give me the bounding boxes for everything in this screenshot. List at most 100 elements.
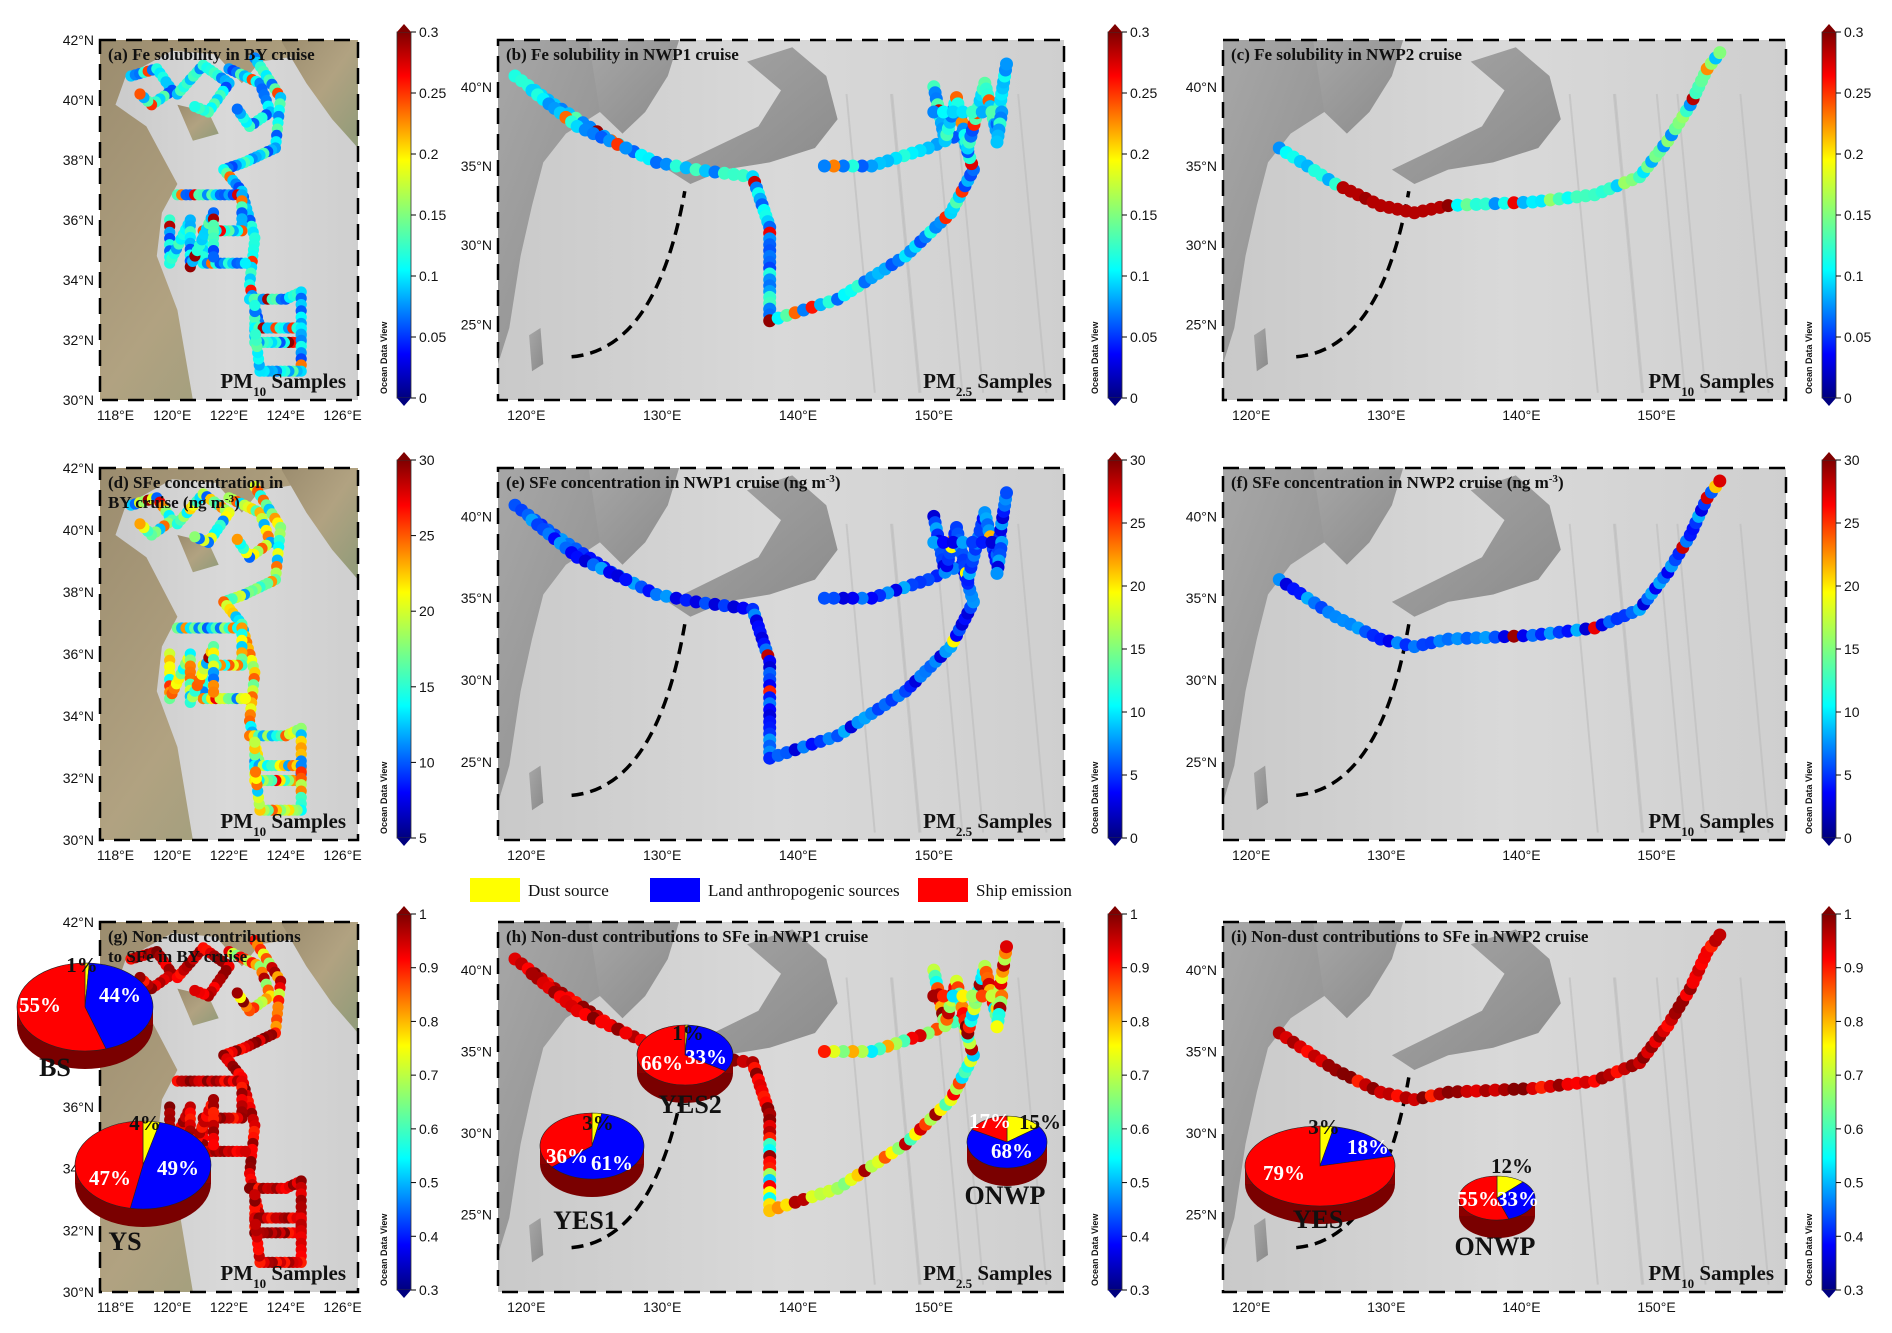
longitude-tick-label: 150°E: [915, 847, 953, 863]
sample-point: [865, 159, 879, 173]
colorbar-tick-label: 0.3: [1844, 1282, 1864, 1298]
pie-percent-label: 61%: [591, 1151, 633, 1175]
colorbar-top-arrow: [397, 906, 411, 914]
colorbar-tick-label: 10: [419, 754, 435, 770]
colorbar: [1821, 913, 1837, 1291]
latitude-tick-label: 40°N: [461, 79, 492, 95]
sample-type-label: PM10 Samples: [220, 369, 346, 399]
pie-slice-ship: [1244, 1125, 1396, 1207]
colorbar-tick-label: 20: [1844, 578, 1860, 594]
ocean-ridge: [845, 523, 876, 833]
panel-c: (c) Fe solubility in NWP2 cruise PM10 Sam…: [1186, 24, 1871, 423]
sample-point: [1498, 196, 1511, 210]
sample-point: [699, 164, 712, 178]
sample-point: [946, 535, 960, 549]
pm-subscript: 10: [253, 1276, 266, 1291]
japan-islands: [1391, 475, 1561, 617]
sample-type-label: PM10 Samples: [220, 1261, 346, 1291]
longitude-tick-label: 118°E: [97, 847, 134, 863]
colorbar-bottom-arrow: [1822, 838, 1836, 846]
sample-point: [1460, 631, 1474, 645]
colorbar-tick-label: 0.2: [419, 146, 439, 162]
ocean-ridge: [1614, 93, 1645, 393]
title-superscript: -3: [225, 493, 235, 505]
sample-point: [1713, 928, 1727, 942]
colorbar-tick-label: 15: [1130, 641, 1146, 657]
latitude-tick-label: 30°N: [461, 1125, 492, 1141]
sample-point: [865, 591, 879, 605]
sample-point: [855, 1045, 869, 1058]
ocean-ridge: [1614, 523, 1645, 833]
sample-point: [855, 159, 869, 173]
sample-point: [836, 1045, 850, 1058]
ocean-ridge: [1017, 523, 1048, 833]
legend-label: Ship emission: [976, 881, 1072, 900]
latitude-tick-label: 30°N: [1186, 1125, 1217, 1141]
colorbar-tick-label: 30: [419, 452, 435, 468]
longitude-tick-label: 120°E: [507, 1299, 545, 1315]
colorbar-tick-label: 0.7: [1844, 1067, 1864, 1083]
colorbar: [1107, 31, 1123, 399]
sample-point: [207, 686, 220, 698]
korean-peninsula: [588, 40, 680, 134]
map-frame: [496, 38, 1066, 402]
sample-point: [1000, 57, 1013, 71]
latitude-tick-label: 25°N: [1186, 316, 1217, 332]
longitude-tick-label: 124°E: [267, 847, 305, 863]
sample-point: [1713, 474, 1727, 488]
longitude-tick-label: 130°E: [643, 847, 681, 863]
pie-percent-label: 33%: [685, 1045, 727, 1069]
colorbar-tick-label: 0.1: [1844, 268, 1864, 284]
sample-point: [846, 1045, 860, 1058]
sample-point: [659, 157, 673, 171]
colorbar-tick-label: 0.05: [1130, 329, 1157, 345]
pie-percent-label: 1%: [66, 953, 98, 977]
map-frame: [98, 38, 360, 402]
sample-point: [946, 105, 960, 119]
latitude-tick-label: 30°N: [1186, 237, 1217, 253]
colorbar-tick-label: 0.15: [419, 207, 446, 223]
latitude-tick-label: 40°N: [63, 92, 94, 108]
sample-type-label: PM10 Samples: [1648, 1261, 1774, 1291]
pie-slice-land: [1496, 1181, 1536, 1220]
sample-point: [1516, 1082, 1530, 1096]
pie-slice-ship: [1458, 1175, 1510, 1221]
longitude-tick-label: 118°E: [97, 407, 134, 423]
colorbar-tick-label: 0: [1844, 830, 1852, 846]
latitude-tick-label: 38°N: [63, 584, 94, 600]
sample-point: [1451, 198, 1465, 212]
pie-slice-ship: [971, 1115, 1008, 1143]
sample-point: [207, 1139, 220, 1151]
sample-point: [827, 159, 841, 173]
map-frame: [98, 466, 360, 842]
pie-percent-label: 44%: [99, 983, 141, 1007]
sample-point: [1441, 632, 1455, 646]
colorbar-tick-label: 5: [419, 830, 427, 846]
longitude-tick-label: 130°E: [643, 1299, 681, 1315]
longitude-tick-label: 140°E: [1502, 1299, 1540, 1315]
sample-point: [956, 989, 970, 1003]
sample-point: [1469, 1084, 1483, 1098]
pie-percent-label: 33%: [1497, 1187, 1539, 1211]
pie-percent-label: 1%: [672, 1021, 704, 1045]
latitude-tick-label: 34°N: [63, 708, 94, 724]
ocean-ridge: [1612, 523, 1643, 833]
longitude-tick-label: 122°E: [210, 1299, 248, 1315]
latitude-tick-label: 35°N: [461, 590, 492, 606]
latitude-tick-label: 30°N: [461, 672, 492, 688]
colorbar: [396, 459, 412, 839]
latitude-tick-label: 35°N: [461, 158, 492, 174]
ocean-ridge: [1614, 977, 1645, 1285]
longitude-tick-label: 130°E: [1367, 847, 1405, 863]
sample-point: [817, 591, 831, 605]
ocean-ridge: [1568, 977, 1599, 1285]
taiwan-island: [1254, 1218, 1268, 1263]
colorbar-tick-label: 0.9: [419, 960, 439, 976]
sample-point: [956, 535, 970, 549]
sample-point: [619, 141, 633, 155]
panel-title: (f) SFe concentration in NWP2 cruise (ng…: [1231, 473, 1564, 492]
watermark-label: Ocean Data View: [379, 321, 389, 394]
colorbar-tick-label: 0.3: [1844, 24, 1864, 40]
colorbar-tick-label: 0.2: [1844, 146, 1864, 162]
pm-suffix: Samples: [972, 809, 1052, 833]
